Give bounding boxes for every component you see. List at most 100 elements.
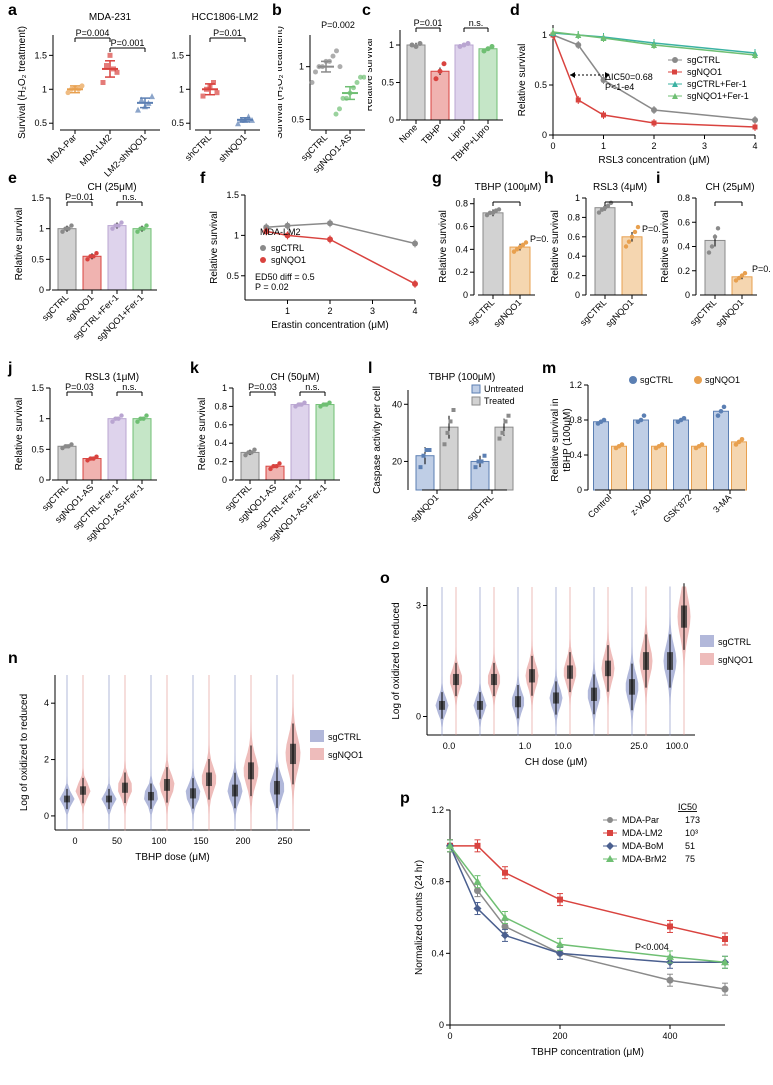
svg-text:51: 51 xyxy=(685,841,695,851)
svg-text:0.8: 0.8 xyxy=(567,212,580,222)
svg-text:MDA-231: MDA-231 xyxy=(89,12,132,23)
svg-text:0: 0 xyxy=(39,285,44,295)
svg-text:3-MA: 3-MA xyxy=(711,492,733,514)
svg-text:0.8: 0.8 xyxy=(431,877,444,887)
svg-text:P<0.004: P<0.004 xyxy=(635,942,669,952)
svg-text:0: 0 xyxy=(542,130,547,140)
panel-l: TBHP (100μM)2040Caspase activity per cel… xyxy=(372,370,542,570)
svg-text:0.5: 0.5 xyxy=(226,271,239,281)
svg-text:Survival (H₂O₂ treatment): Survival (H₂O₂ treatment) xyxy=(17,26,28,139)
panel-g: TBHP (100μM)00.20.40.60.8Relative surviv… xyxy=(438,180,548,370)
svg-text:3: 3 xyxy=(370,306,375,316)
svg-text:RSL3 concentration (μM): RSL3 concentration (μM) xyxy=(598,155,709,166)
svg-text:0: 0 xyxy=(463,290,468,300)
panel-m: 00.40.81.2Relative survival intBHP (100μ… xyxy=(548,370,773,580)
svg-text:1.2: 1.2 xyxy=(431,805,444,815)
svg-text:None: None xyxy=(397,122,419,144)
svg-text:TBHP (100μM): TBHP (100μM) xyxy=(429,372,496,383)
svg-text:1: 1 xyxy=(601,141,606,151)
svg-text:TBHP concentration (μM): TBHP concentration (μM) xyxy=(531,1047,644,1058)
svg-text:n.s.: n.s. xyxy=(122,192,137,202)
svg-text:Log of oxidized to reduced: Log of oxidized to reduced xyxy=(19,694,30,811)
svg-text:P=0.03: P=0.03 xyxy=(752,264,770,274)
svg-text:0: 0 xyxy=(447,1031,452,1041)
svg-text:MDA-Par: MDA-Par xyxy=(622,815,659,825)
svg-text:4: 4 xyxy=(752,141,757,151)
svg-text:P=0.03: P=0.03 xyxy=(248,382,277,392)
svg-text:1.2: 1.2 xyxy=(569,380,582,390)
svg-text:P = 0.02: P = 0.02 xyxy=(255,282,289,292)
svg-text:Relative survival: Relative survival xyxy=(517,44,528,117)
svg-text:0.5: 0.5 xyxy=(381,78,394,88)
svg-text:TBHP: TBHP xyxy=(419,122,443,146)
svg-text:P=0.03: P=0.03 xyxy=(65,382,94,392)
svg-text:MDA-Par: MDA-Par xyxy=(45,132,78,165)
svg-text:n.s.: n.s. xyxy=(469,18,484,28)
svg-text:Untreated: Untreated xyxy=(484,384,524,394)
svg-text:200: 200 xyxy=(235,836,250,846)
svg-text:Erastin concentration (μM): Erastin concentration (μM) xyxy=(271,320,388,331)
svg-text:0.6: 0.6 xyxy=(214,420,227,430)
svg-text:MDA-BrM2: MDA-BrM2 xyxy=(622,854,667,864)
svg-text:1.5: 1.5 xyxy=(171,50,184,60)
svg-text:P=0.03: P=0.03 xyxy=(530,234,548,244)
svg-text:P=0.01: P=0.01 xyxy=(414,18,443,28)
svg-text:0: 0 xyxy=(416,712,421,722)
svg-text:50: 50 xyxy=(112,836,122,846)
panel-n: 024Log of oxidized to reduced05010015020… xyxy=(10,660,390,880)
svg-text:1: 1 xyxy=(299,62,304,72)
svg-text:1: 1 xyxy=(389,40,394,50)
svg-text:sgCTRL: sgCTRL xyxy=(718,637,751,647)
svg-text:0.2: 0.2 xyxy=(567,271,580,281)
svg-text:sgCTRL: sgCTRL xyxy=(465,492,495,522)
svg-text:1.5: 1.5 xyxy=(31,193,44,203)
panel-b: 0.51Survival (H₂O₂ treatment)sgCTRLsgNQO… xyxy=(278,10,366,185)
svg-text:0.5: 0.5 xyxy=(31,444,44,454)
svg-text:0.6: 0.6 xyxy=(455,222,468,232)
svg-text:1.5: 1.5 xyxy=(31,383,44,393)
svg-text:Lipro: Lipro xyxy=(446,122,467,143)
svg-text:100: 100 xyxy=(151,836,166,846)
svg-text:Relative survival: Relative survival xyxy=(14,208,25,281)
svg-text:sgNQO1: sgNQO1 xyxy=(271,255,306,265)
svg-text:TBHP dose (μM): TBHP dose (μM) xyxy=(135,852,209,863)
svg-text:MDA-LM2: MDA-LM2 xyxy=(78,132,114,168)
svg-text:ED50 diff = 0.5: ED50 diff = 0.5 xyxy=(255,272,315,282)
svg-text:sgNQO1: sgNQO1 xyxy=(714,297,746,329)
svg-text:Normalized counts (24 hr): Normalized counts (24 hr) xyxy=(414,860,425,975)
panel-f: 0.511.5Relative survival1234Erastin conc… xyxy=(205,180,430,350)
svg-text:0: 0 xyxy=(439,1020,444,1030)
svg-text:40: 40 xyxy=(392,399,402,409)
svg-text:CH dose (μM): CH dose (μM) xyxy=(525,757,587,768)
svg-text:10.0: 10.0 xyxy=(554,741,572,751)
panel-e: CH (25μM)00.511.5Relative survivalsgCTRL… xyxy=(12,180,202,370)
svg-text:1.5: 1.5 xyxy=(226,190,239,200)
svg-text:sgCTRL: sgCTRL xyxy=(640,375,673,385)
svg-text:25.0: 25.0 xyxy=(630,741,648,751)
panel-o: 03Log of oxidized to reduced0.01.010.025… xyxy=(385,575,770,785)
svg-text:0.4: 0.4 xyxy=(431,948,444,958)
svg-text:173: 173 xyxy=(685,815,700,825)
svg-text:0: 0 xyxy=(550,141,555,151)
svg-text:0.5: 0.5 xyxy=(31,254,44,264)
svg-text:1: 1 xyxy=(42,84,47,94)
panel-p: 00.40.81.2Normalized counts (24 hr)02004… xyxy=(405,795,770,1080)
svg-text:Relative survival in: Relative survival in xyxy=(550,398,561,481)
svg-text:0.8: 0.8 xyxy=(455,199,468,209)
svg-text:sgNQO1+Fer-1: sgNQO1+Fer-1 xyxy=(687,91,749,101)
svg-text:sgCTRL: sgCTRL xyxy=(328,732,361,742)
svg-text:Relative survival: Relative survival xyxy=(368,39,375,112)
svg-text:0.4: 0.4 xyxy=(567,251,580,261)
svg-text:0.4: 0.4 xyxy=(214,438,227,448)
svg-text:sgNQO1: sgNQO1 xyxy=(492,297,524,329)
svg-text:P=0.004: P=0.004 xyxy=(76,28,110,38)
svg-text:Treated: Treated xyxy=(484,396,515,406)
svg-text:0.5: 0.5 xyxy=(534,80,547,90)
svg-text:Log of oxidized to reduced: Log of oxidized to reduced xyxy=(391,602,402,719)
svg-text:0: 0 xyxy=(685,290,690,300)
svg-text:P=0.03: P=0.03 xyxy=(642,224,660,234)
svg-text:Caspase activity per cell: Caspase activity per cell xyxy=(372,386,383,494)
svg-text:P=0.01: P=0.01 xyxy=(65,192,94,202)
svg-text:4: 4 xyxy=(412,306,417,316)
svg-text:Relative survival: Relative survival xyxy=(660,210,671,283)
